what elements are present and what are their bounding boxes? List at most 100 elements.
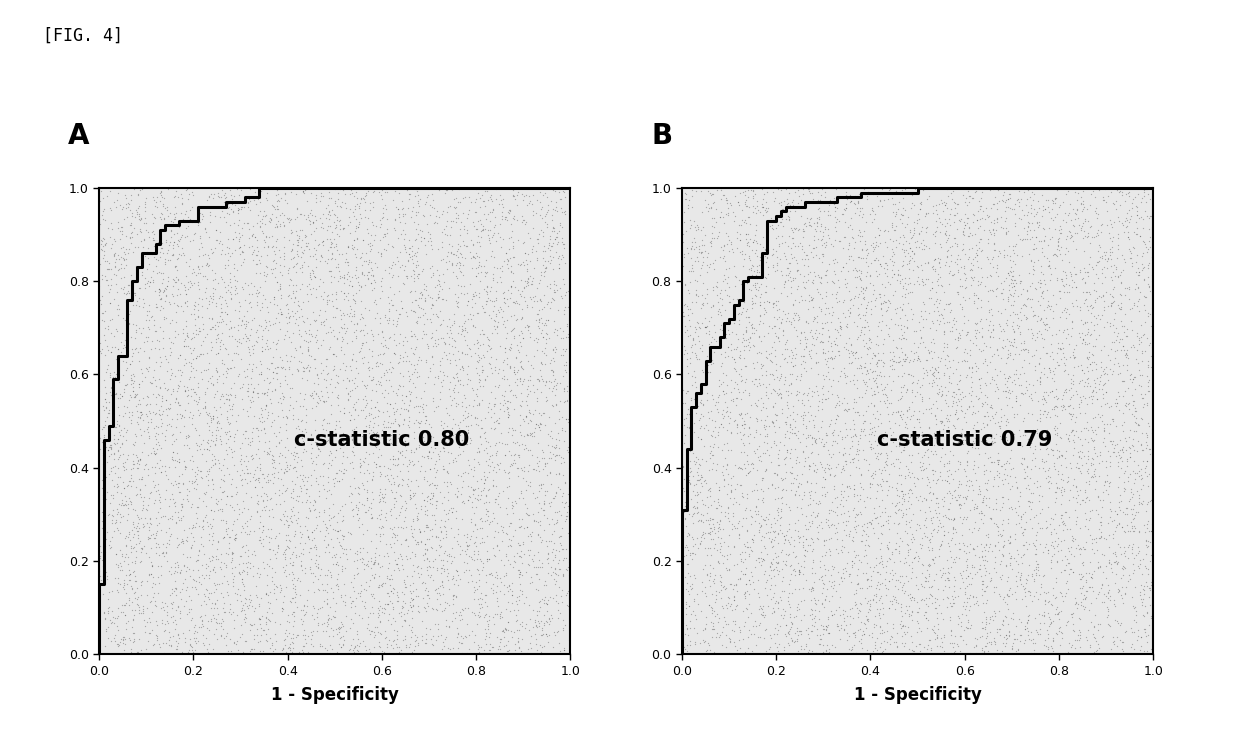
Point (534, 504, 554, 516)
Point (729, 386, 749, 398)
Point (159, 565, 179, 577)
Point (274, 363, 294, 375)
Point (715, 510, 735, 522)
Point (1090, 560, 1110, 572)
Point (144, 442, 164, 454)
Point (507, 379, 527, 391)
Point (1037, 472, 1056, 484)
Point (893, 299, 913, 311)
Point (717, 405, 737, 417)
Point (494, 286, 513, 298)
Point (315, 530, 335, 542)
Point (389, 308, 409, 320)
Point (872, 464, 892, 476)
Point (770, 374, 790, 387)
Point (956, 547, 976, 559)
Point (151, 466, 171, 478)
Point (955, 208, 975, 220)
Point (334, 639, 353, 651)
Point (924, 346, 944, 358)
Point (862, 426, 882, 438)
Point (466, 206, 486, 218)
Point (295, 231, 315, 243)
Point (801, 293, 821, 305)
Point (877, 447, 897, 459)
Point (491, 276, 511, 288)
Point (309, 442, 329, 454)
Point (389, 641, 409, 653)
Point (91, 258, 110, 270)
Point (894, 639, 914, 651)
Point (259, 377, 279, 389)
Point (126, 342, 146, 354)
Point (526, 614, 546, 626)
Point (207, 417, 227, 429)
Point (697, 367, 717, 379)
Point (95, 546, 115, 558)
Point (1141, 494, 1161, 506)
Point (383, 438, 403, 450)
Point (899, 643, 919, 655)
Point (417, 519, 436, 531)
Point (512, 588, 532, 600)
Point (441, 327, 461, 339)
Point (420, 421, 440, 433)
Point (769, 492, 789, 504)
Point (864, 421, 884, 433)
Point (996, 385, 1016, 397)
Point (889, 202, 909, 214)
Point (227, 465, 247, 478)
Point (1094, 363, 1114, 375)
Point (965, 432, 985, 444)
Point (1061, 547, 1081, 559)
Point (528, 505, 548, 517)
Point (744, 190, 764, 202)
Point (463, 470, 482, 482)
Point (973, 554, 993, 566)
Point (1131, 554, 1151, 566)
Point (423, 523, 443, 535)
Point (389, 607, 409, 619)
Point (719, 578, 739, 590)
Point (528, 419, 548, 431)
Point (867, 512, 887, 524)
Point (356, 446, 376, 458)
Point (149, 487, 169, 499)
Point (887, 406, 906, 418)
Point (950, 432, 970, 444)
Point (444, 371, 464, 384)
Point (238, 503, 258, 515)
Point (260, 532, 280, 544)
Point (975, 411, 994, 423)
Point (241, 401, 260, 413)
Point (949, 198, 968, 210)
Point (503, 435, 523, 447)
Point (1054, 564, 1074, 576)
Point (1109, 299, 1128, 311)
Point (466, 362, 486, 374)
Point (1006, 518, 1025, 530)
Point (223, 233, 243, 245)
Point (773, 555, 792, 567)
Point (1110, 452, 1130, 464)
Point (1104, 296, 1123, 308)
Point (538, 636, 558, 648)
Point (329, 215, 348, 227)
Point (131, 250, 151, 262)
Point (391, 506, 410, 518)
Point (133, 502, 153, 514)
Point (371, 641, 391, 653)
Point (817, 564, 837, 576)
Point (377, 183, 397, 195)
Point (929, 309, 949, 321)
Point (362, 265, 382, 277)
Point (157, 275, 177, 287)
Point (806, 477, 826, 489)
Point (332, 332, 352, 344)
Point (702, 358, 722, 370)
Point (257, 268, 277, 280)
Point (981, 284, 1001, 296)
Point (1040, 517, 1060, 529)
Point (278, 264, 298, 276)
Point (1143, 587, 1163, 599)
